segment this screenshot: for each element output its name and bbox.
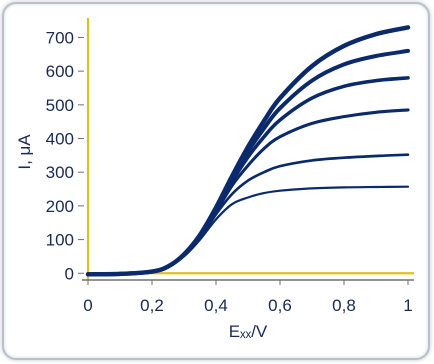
series-line-6 [85,25,411,277]
x-tick-label: 0,8 [332,296,356,315]
y-tick-label: 400 [46,130,74,149]
y-tick-label: 0 [65,264,74,283]
y-tick-label: 600 [46,62,74,81]
y-tick-label: 700 [46,28,74,47]
y-axis-label: I, μA [15,134,34,170]
x-tick-labels: 0 0,2 0,4 0,6 0,8 1 [83,280,413,315]
series-group [85,25,411,277]
y-tick-label: 200 [46,197,74,216]
x-tick-label: 0 [83,296,92,315]
chart-frame: 0 100 200 300 400 500 600 700 0 0,2 0,4 0,6 0,8 1 I,… [2,2,430,360]
series-line-1 [86,185,410,276]
x-axis-label: Eₓₓ/V [229,322,268,341]
x-tick-label: 0,2 [140,296,164,315]
x-tick-label: 0,6 [268,296,292,315]
series-line-4 [86,76,410,277]
chart: 0 100 200 300 400 500 600 700 0 0,2 0,4 0,6 0,8 1 I,… [15,18,414,341]
y-tick-label: 100 [46,231,74,250]
series-line-3 [86,108,410,276]
y-tick-labels: 0 100 200 300 400 500 600 700 [46,28,84,283]
y-tick-label: 300 [46,163,74,182]
x-tick-label: 1 [403,296,412,315]
series-line-2 [86,153,410,276]
x-tick-label: 0,4 [204,296,228,315]
y-tick-label: 500 [46,96,74,115]
